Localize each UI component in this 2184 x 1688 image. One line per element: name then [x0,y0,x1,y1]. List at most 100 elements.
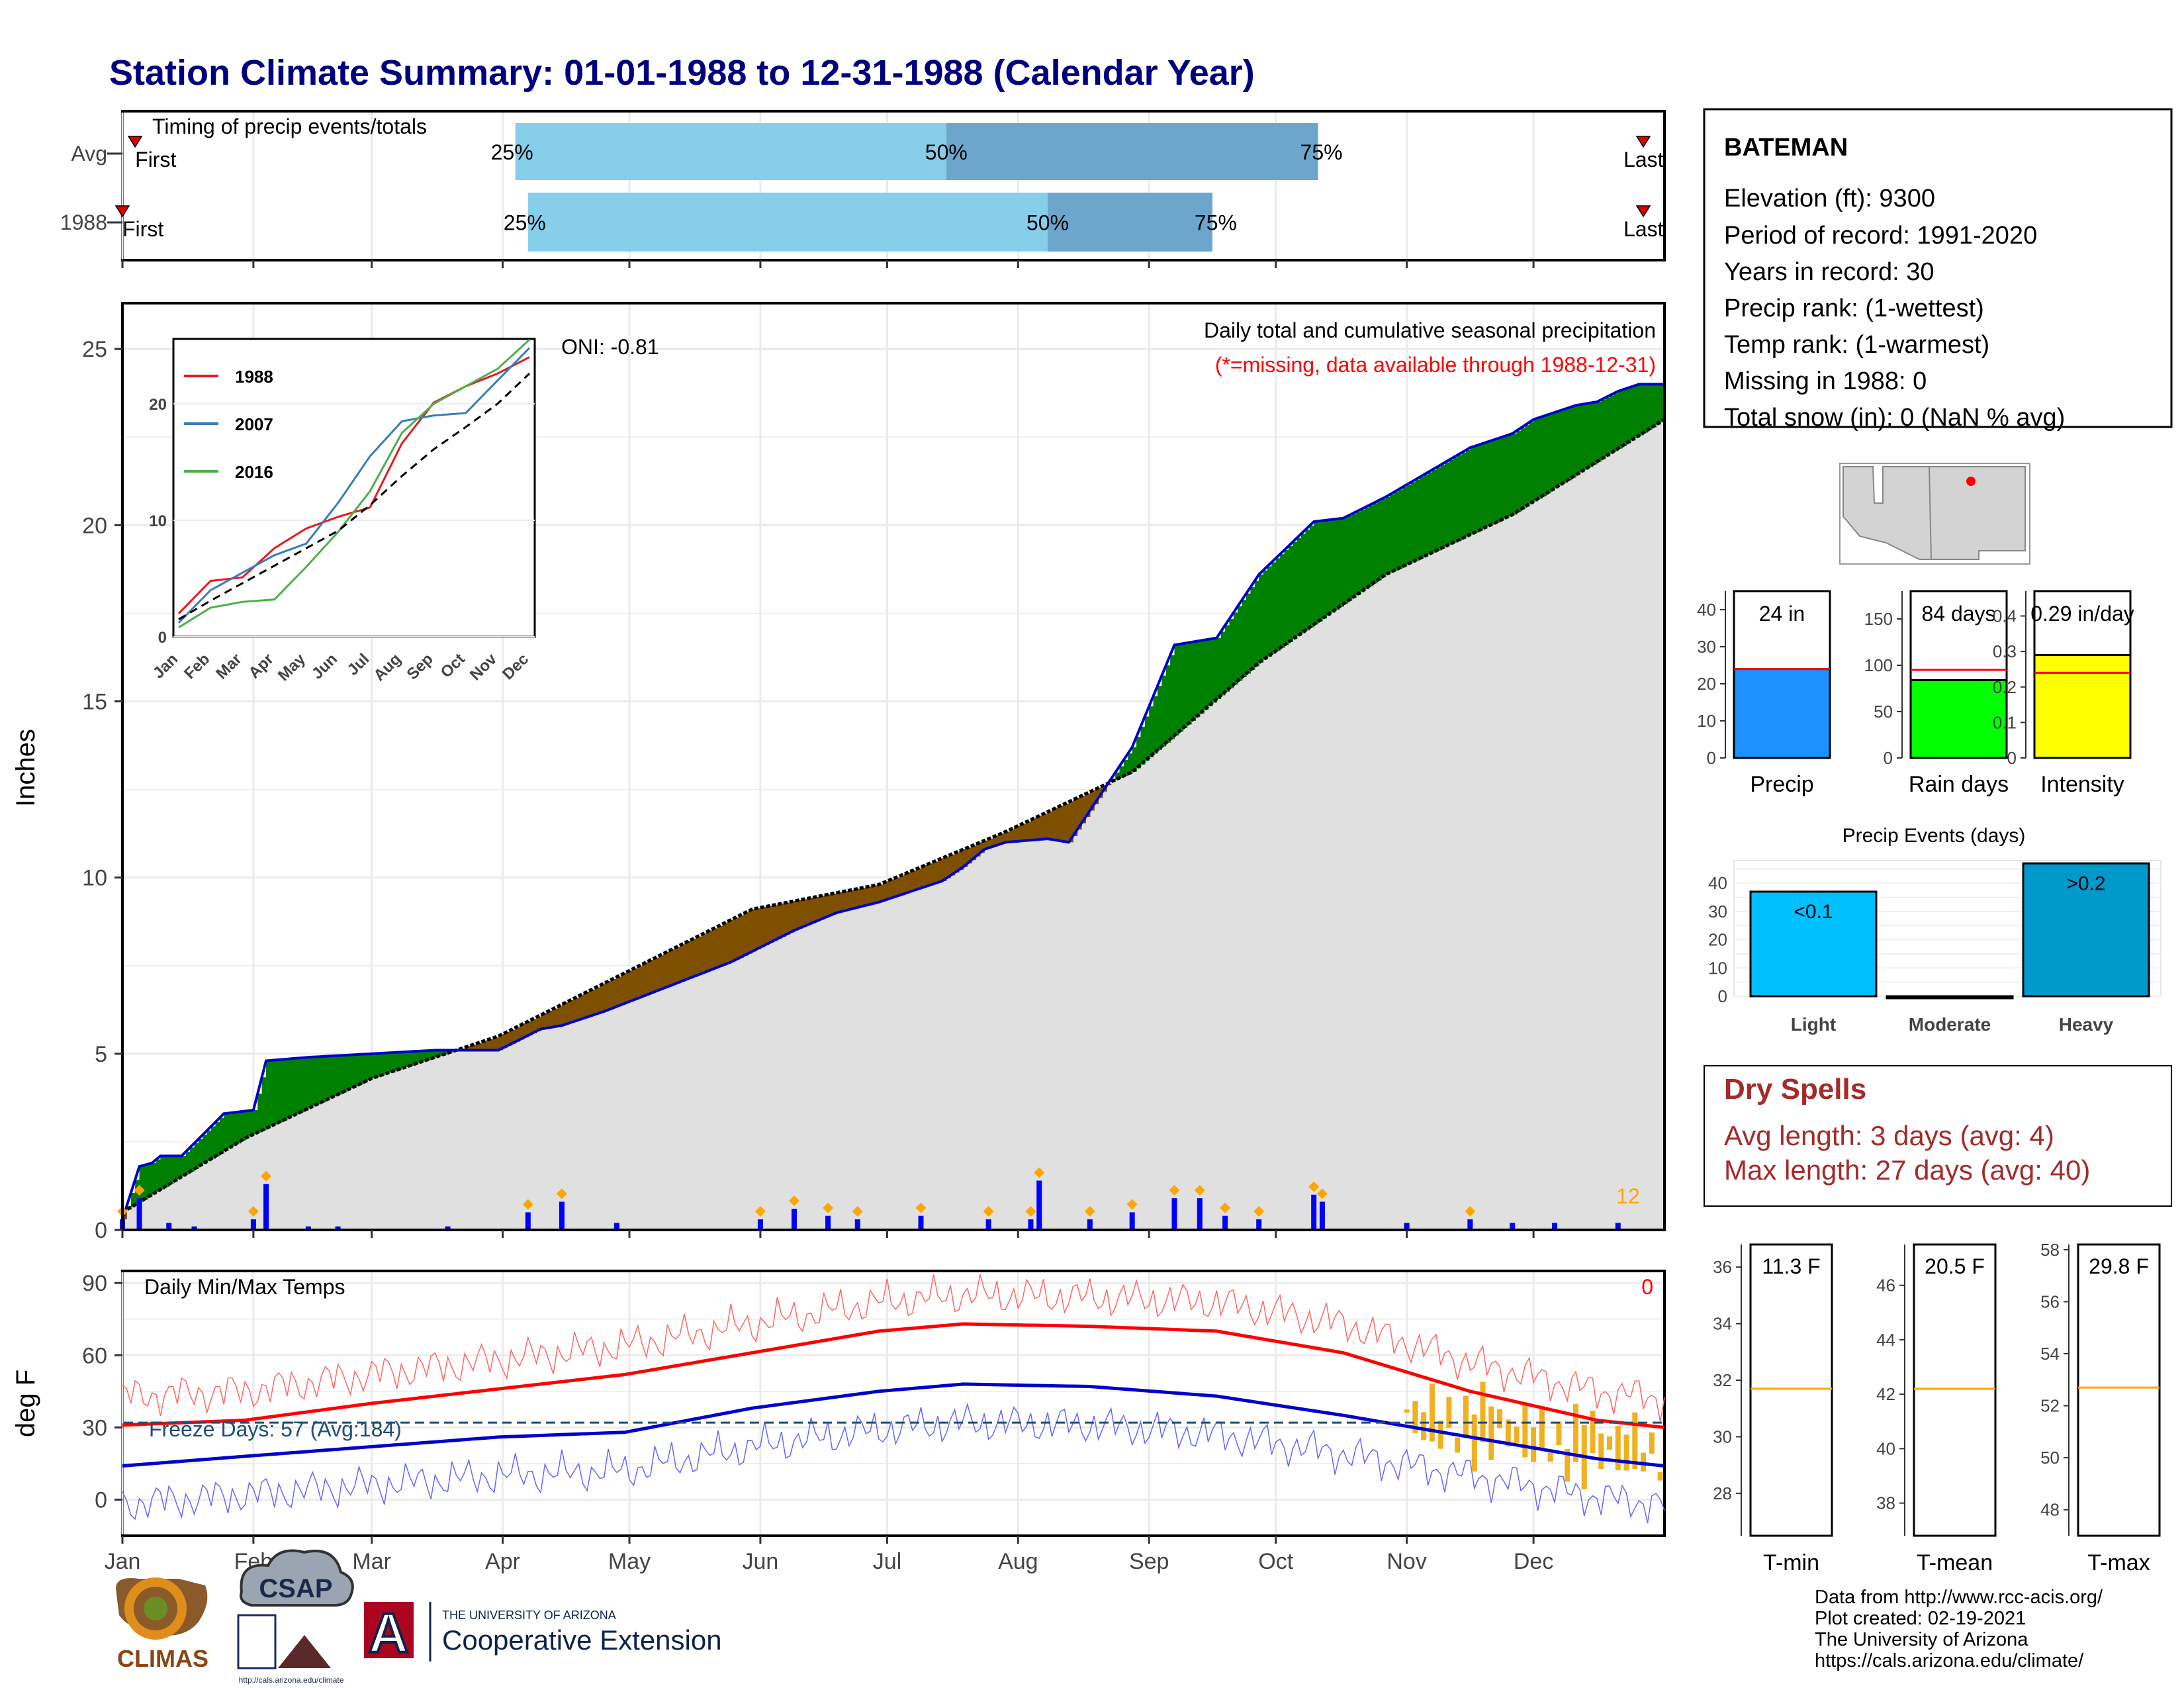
heavy-event-marker [522,1199,533,1210]
below-normal-fill [933,861,938,884]
below-normal-fill [790,902,795,933]
below-normal-fill [828,894,833,917]
summary-value-label: 84 days [1921,602,1995,626]
station-line-snow: Total snow (in): 0 (NaN % avg) [1724,404,2065,432]
above-normal-fill [405,1052,410,1068]
daily-precip-bar [1552,1223,1558,1230]
daily-precip-bar [1615,1223,1621,1230]
month-label: Aug [998,1549,1038,1574]
above-normal-fill [1495,439,1500,523]
freeze-day-bar [1455,1437,1461,1453]
above-normal-fill [160,1156,165,1190]
heavy-event-marker [1316,1188,1328,1199]
precip-ytick-label: 25 [82,337,107,362]
month-label: May [608,1549,651,1574]
month-label: Jan [105,1549,141,1574]
temp-box-label: T-max [2087,1550,2150,1575]
above-normal-fill [1183,643,1188,728]
temp-box-tick-label: 28 [1713,1483,1732,1503]
temp-box-frame [1749,1243,1833,1537]
inset-legend-label: 1988 [235,367,273,387]
above-normal-fill [1263,570,1268,660]
daily-precip-bar [1510,1223,1516,1230]
above-normal-fill [245,1111,250,1139]
above-normal-fill [346,1055,351,1091]
dry-spells-box: Dry Spells Avg length: 3 days (avg: 4) M… [1704,1065,2172,1207]
below-normal-fill [777,904,782,939]
below-normal-fill [659,955,664,990]
above-normal-fill [266,1060,271,1129]
missing-note: (*=missing, data available through 1988-… [1215,353,1656,377]
above-normal-fill [1385,496,1390,575]
freeze-days-label: Freeze Days: 57 (Avg:184) [149,1417,402,1441]
above-normal-fill [203,1135,208,1164]
below-normal-fill [587,992,592,1017]
above-normal-fill [1643,384,1649,433]
below-normal-fill [895,877,901,897]
above-normal-fill [443,1050,449,1055]
above-normal-fill [1550,414,1555,491]
below-normal-fill [1068,802,1073,843]
above-normal-fill [1275,558,1281,651]
heavy-event-marker [852,1206,863,1217]
above-normal-fill [1605,397,1610,457]
above-normal-fill [1161,675,1167,747]
heavy-event-marker [1253,1206,1265,1217]
below-normal-fill [578,996,584,1020]
last-event-marker [1635,136,1651,148]
month-label: Dec [1514,1549,1553,1574]
daily-precip-bar [1222,1215,1228,1230]
below-normal-fill [752,909,757,952]
above-normal-fill [1601,399,1606,459]
above-normal-fill [152,1162,157,1195]
heavy-event-marker [261,1170,272,1182]
heavy-event-marker [1465,1206,1476,1217]
below-normal-fill [637,966,643,999]
below-normal-fill [743,913,749,956]
above-normal-fill [439,1050,444,1056]
above-normal-fill [1305,530,1310,631]
precip-ytick-label: 10 [82,866,107,891]
below-normal-fill [739,915,744,959]
above-normal-fill [1225,625,1230,692]
below-normal-fill [1048,812,1052,839]
timing-label-25: 25% [504,211,546,235]
below-normal-fill [650,960,655,994]
below-normal-fill [1030,820,1036,841]
above-normal-fill [1301,534,1306,633]
above-normal-fill [410,1051,415,1066]
above-normal-fill [325,1056,330,1101]
below-normal-fill [984,840,989,850]
above-normal-fill [1229,618,1234,688]
below-normal-fill [642,964,647,997]
above-normal-fill [261,1077,267,1131]
above-normal-fill [392,1053,398,1072]
above-normal-fill [181,1156,187,1177]
daily-min-temp-trace [122,1402,1665,1524]
summary-bar-rain-days [1909,679,2008,759]
below-normal-fill [684,943,689,980]
temp-box-value: 11.3 F [1762,1254,1820,1278]
above-normal-fill [236,1112,242,1144]
summary-tick-label: 30 [1697,637,1716,657]
above-normal-fill [156,1159,161,1192]
above-normal-fill [1284,550,1289,645]
above-normal-fill [211,1126,216,1159]
credit-line-2: Plot created: 02-19-2021 [1815,1608,2026,1629]
summary-frame [1909,590,2008,759]
summary-bar-precip [1733,668,1831,759]
above-normal-fill [270,1060,275,1127]
above-normal-fill [1474,446,1479,533]
timing-panel: 25% 50% 75% First Last 25% 50% 75% First Last Tim… [60,110,1666,268]
freeze-day-bar [1565,1448,1570,1482]
below-normal-fill [899,876,905,896]
above-normal-fill [367,1054,373,1081]
above-normal-fill [1195,641,1201,718]
below-normal-fill [735,917,740,961]
temp-summary-boxes: 28 30 32 34 36 11.3 F T-min 38 40 42 44 46 20.5 F T-m… [1713,1240,2161,1575]
above-normal-fill [130,1193,136,1207]
daily-precip-bar [757,1219,763,1230]
below-normal-fill [502,1034,508,1049]
above-normal-fill [1335,519,1340,610]
timing-bar-50-75 [1048,193,1212,252]
